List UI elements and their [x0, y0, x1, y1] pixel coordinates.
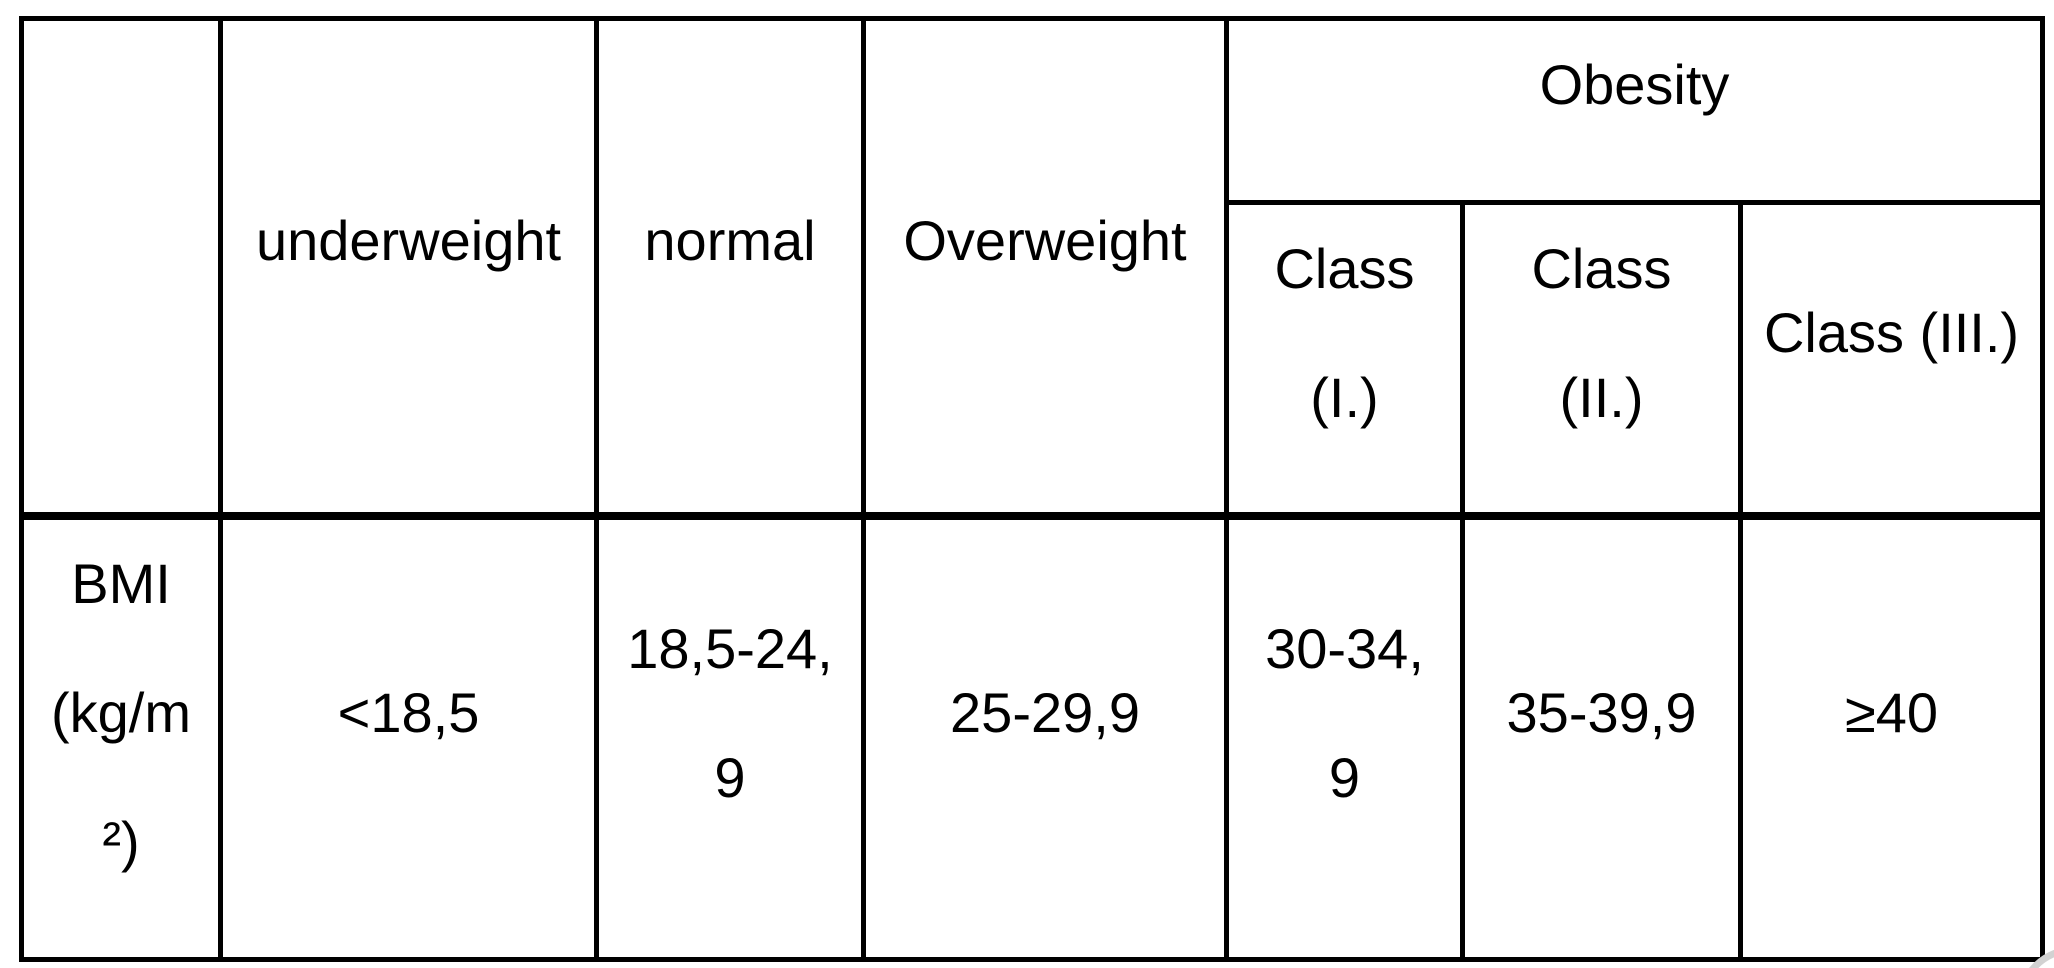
header-row-obesity-classes: Class (I.) Class (II.) Class (III.) [22, 199, 2046, 519]
header-cell-obesity-class-3: Class (III.) [1737, 199, 2046, 519]
header-cell-obesity-group: Obesity [1223, 16, 2046, 205]
value-cell-normal: 18,5-24, 9 [594, 512, 866, 962]
value-cell-obesity-class-1: 30-34, 9 [1224, 512, 1465, 962]
header-cell-obesity-class-1: Class (I.) [1224, 199, 1465, 519]
data-row-bmi: BMI (kg/m ²) <18,5 18,5-24, 9 25-29,9 30… [19, 512, 2046, 962]
header-cell-underweight: underweight [218, 16, 599, 519]
row-header-bmi-unit: BMI (kg/m ²) [19, 512, 223, 962]
header-row-top: underweight normal Overweight Obesity [19, 16, 2046, 519]
value-cell-obesity-class-2: 35-39,9 [1460, 512, 1743, 962]
bmi-classification-table: underweight normal Overweight Obesity Cl… [19, 16, 2046, 962]
corner-cell [19, 16, 223, 519]
header-cell-obesity-class-2: Class (II.) [1460, 199, 1743, 519]
header-cell-normal: normal [594, 16, 866, 519]
value-cell-obesity-class-3: ≥40 [1737, 512, 2046, 962]
value-cell-underweight: <18,5 [218, 512, 599, 962]
header-cell-overweight: Overweight [861, 16, 1229, 519]
value-cell-overweight: 25-29,9 [861, 512, 1229, 962]
